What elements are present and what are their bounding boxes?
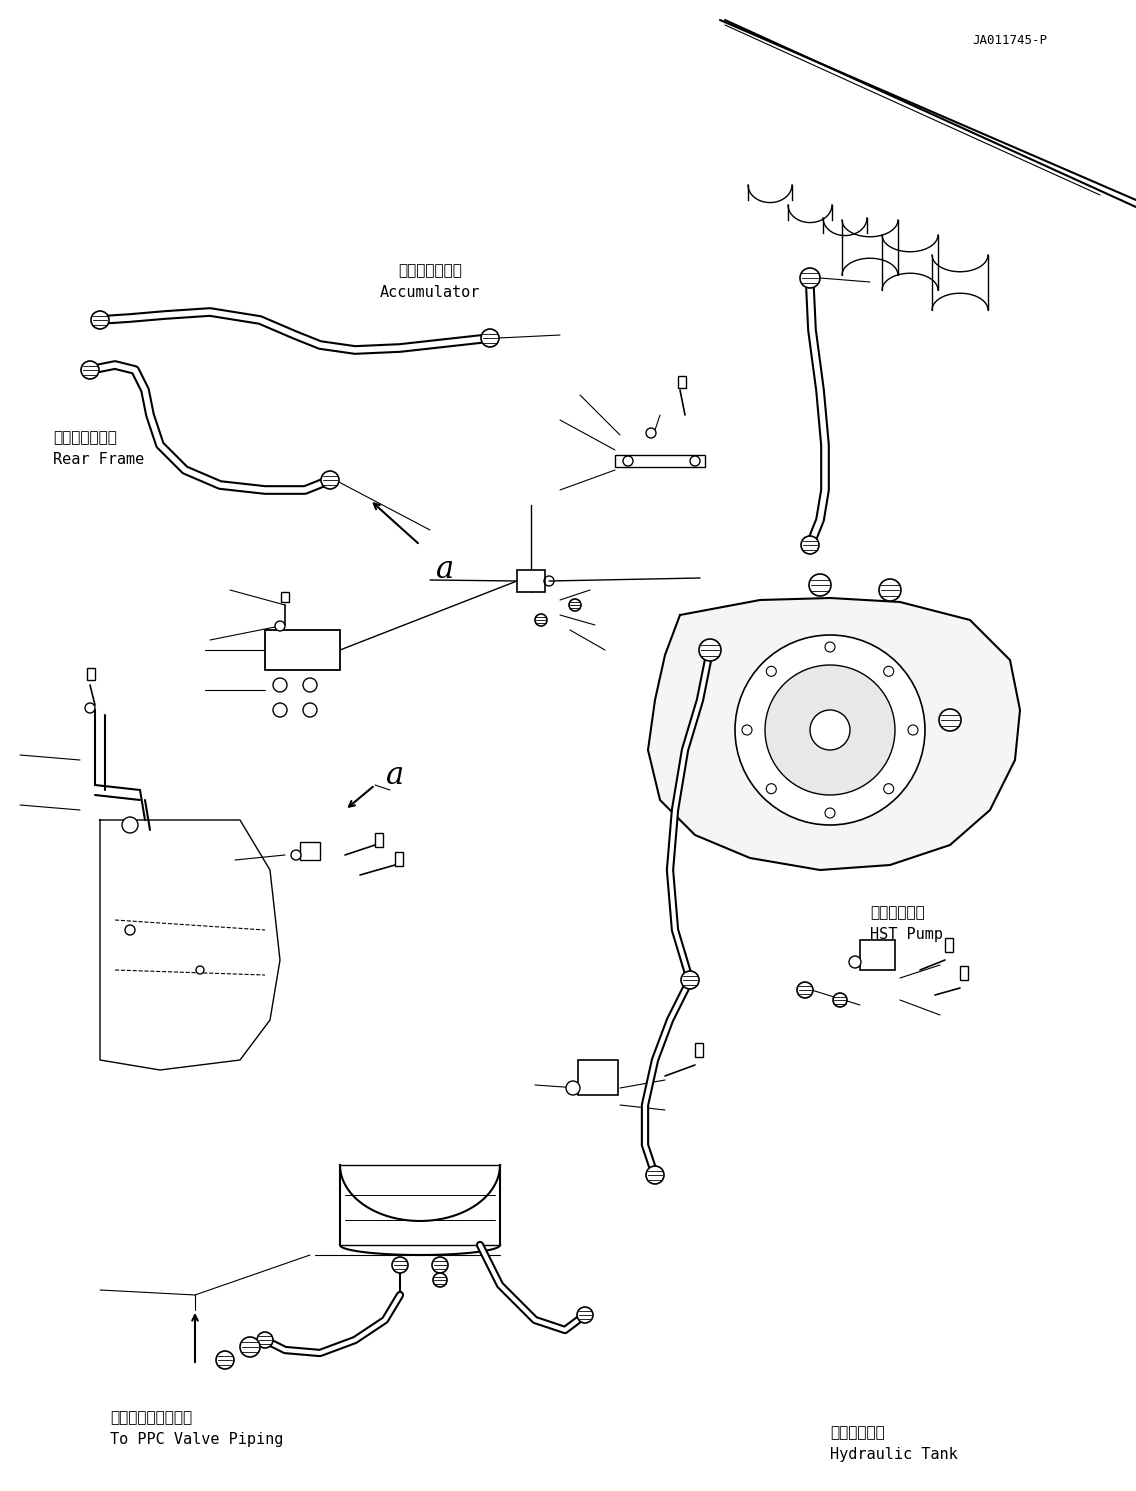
- Circle shape: [197, 966, 204, 974]
- Text: a: a: [436, 555, 454, 586]
- Bar: [578, 1060, 618, 1094]
- Circle shape: [91, 312, 109, 330]
- Text: リヤーフレーム: リヤーフレーム: [53, 429, 117, 444]
- Text: ＰＰＣバルブ配管へ: ＰＰＣバルブ配管へ: [110, 1410, 192, 1425]
- Circle shape: [623, 456, 633, 467]
- Text: アキュムレータ: アキュムレータ: [398, 262, 462, 277]
- Circle shape: [392, 1257, 408, 1273]
- Bar: [517, 570, 545, 592]
- Circle shape: [690, 456, 700, 467]
- Bar: [678, 376, 686, 388]
- Circle shape: [569, 599, 580, 611]
- Text: Accumulator: Accumulator: [379, 285, 481, 300]
- Circle shape: [849, 956, 861, 968]
- Circle shape: [825, 643, 835, 652]
- Bar: [615, 455, 705, 467]
- Text: 作動油タンク: 作動油タンク: [830, 1425, 885, 1440]
- Circle shape: [291, 850, 301, 860]
- Text: a: a: [386, 759, 404, 790]
- Circle shape: [481, 330, 499, 347]
- Bar: [87, 668, 95, 680]
- Circle shape: [879, 579, 901, 601]
- Circle shape: [275, 620, 285, 631]
- Circle shape: [884, 666, 894, 677]
- Circle shape: [240, 1337, 260, 1357]
- Bar: [375, 833, 383, 847]
- Text: To PPC Valve Piping: To PPC Valve Piping: [110, 1431, 283, 1446]
- Circle shape: [646, 1166, 665, 1184]
- Circle shape: [825, 808, 835, 819]
- Circle shape: [884, 784, 894, 793]
- Circle shape: [577, 1308, 593, 1323]
- Circle shape: [646, 428, 655, 438]
- Text: ＨＳＴポンプ: ＨＳＴポンプ: [870, 905, 925, 920]
- Circle shape: [800, 268, 820, 288]
- Circle shape: [433, 1273, 446, 1287]
- Bar: [960, 966, 968, 980]
- Circle shape: [699, 640, 721, 661]
- Circle shape: [680, 971, 699, 989]
- Circle shape: [833, 993, 847, 1006]
- Circle shape: [767, 666, 776, 677]
- Text: Rear Frame: Rear Frame: [53, 452, 144, 467]
- Circle shape: [742, 725, 752, 735]
- Bar: [860, 939, 895, 971]
- Circle shape: [566, 1081, 580, 1094]
- Bar: [281, 592, 289, 602]
- Circle shape: [122, 817, 137, 833]
- Circle shape: [797, 983, 813, 997]
- Circle shape: [810, 710, 850, 750]
- Text: Hydraulic Tank: Hydraulic Tank: [830, 1446, 958, 1463]
- Circle shape: [216, 1351, 234, 1369]
- Circle shape: [809, 574, 832, 596]
- Bar: [395, 851, 403, 866]
- Circle shape: [125, 924, 135, 935]
- Circle shape: [81, 361, 99, 379]
- Circle shape: [257, 1331, 273, 1348]
- Text: JA011745-P: JA011745-P: [972, 34, 1047, 48]
- Bar: [945, 938, 953, 951]
- Circle shape: [432, 1257, 448, 1273]
- Circle shape: [767, 784, 776, 793]
- Circle shape: [303, 702, 317, 717]
- Circle shape: [908, 725, 918, 735]
- Circle shape: [303, 678, 317, 692]
- Circle shape: [939, 710, 961, 731]
- Circle shape: [321, 471, 339, 489]
- Circle shape: [273, 678, 287, 692]
- Circle shape: [765, 665, 895, 795]
- Circle shape: [735, 635, 925, 825]
- Circle shape: [273, 702, 287, 717]
- Bar: [695, 1044, 703, 1057]
- Polygon shape: [648, 598, 1020, 871]
- Circle shape: [85, 702, 95, 713]
- Text: HST Pump: HST Pump: [870, 927, 943, 942]
- Circle shape: [535, 614, 548, 626]
- Bar: [265, 631, 340, 669]
- Bar: [300, 842, 320, 860]
- Circle shape: [801, 535, 819, 555]
